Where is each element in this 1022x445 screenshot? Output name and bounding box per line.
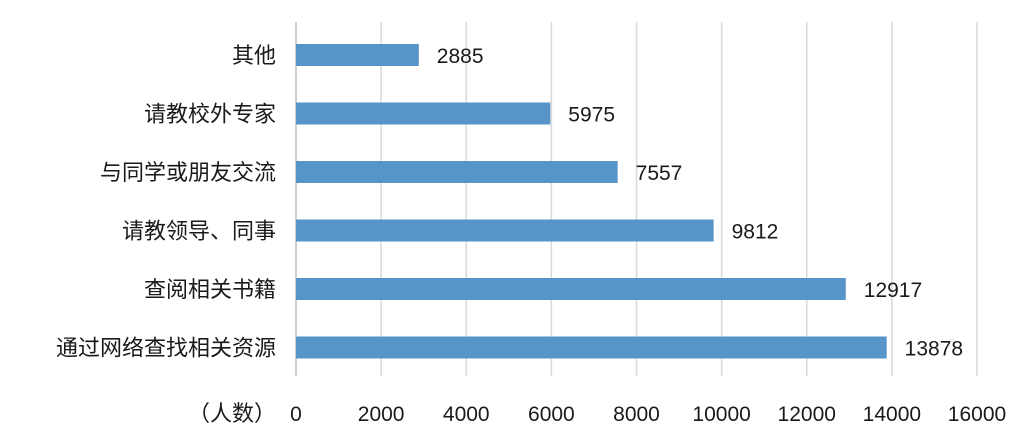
x-tick-label: 12000 bbox=[778, 403, 836, 426]
x-tick-label: 16000 bbox=[948, 403, 1006, 426]
x-axis-ticks: 0 2000 4000 6000 8000 10000 12000 14000 16000 bbox=[290, 403, 1006, 426]
data-label: 5975 bbox=[568, 104, 615, 127]
data-label: 9812 bbox=[732, 221, 779, 244]
x-tick-label: 14000 bbox=[863, 403, 921, 426]
data-label: 2885 bbox=[437, 45, 484, 68]
x-tick-label: 8000 bbox=[613, 403, 660, 426]
x-tick-label: 2000 bbox=[358, 403, 405, 426]
data-label: 13878 bbox=[905, 338, 963, 361]
data-labels: 2885 5975 7557 9812 12917 13878 bbox=[437, 45, 963, 361]
data-label: 12917 bbox=[864, 279, 922, 302]
bar bbox=[296, 161, 618, 183]
x-tick-label: 0 bbox=[290, 403, 302, 426]
bar bbox=[296, 44, 419, 66]
bars bbox=[296, 44, 887, 359]
category-label: 通过网络查找相关资源 bbox=[56, 337, 276, 362]
x-axis-title: （人数） bbox=[188, 402, 276, 427]
category-label: 查阅相关书籍 bbox=[144, 278, 276, 303]
data-label: 7557 bbox=[636, 162, 683, 185]
bar bbox=[296, 278, 846, 300]
x-tick-label: 4000 bbox=[443, 403, 490, 426]
category-label: 请教领导、同事 bbox=[122, 220, 276, 245]
bar bbox=[296, 219, 714, 242]
x-tick-label: 10000 bbox=[692, 403, 750, 426]
gridlines bbox=[295, 22, 978, 376]
category-label: 其他 bbox=[232, 44, 276, 69]
category-label: 与同学或朋友交流 bbox=[100, 161, 276, 186]
bar bbox=[296, 336, 887, 359]
x-tick-label: 6000 bbox=[528, 403, 575, 426]
category-label: 请教校外专家 bbox=[144, 103, 276, 128]
bar bbox=[296, 102, 551, 125]
